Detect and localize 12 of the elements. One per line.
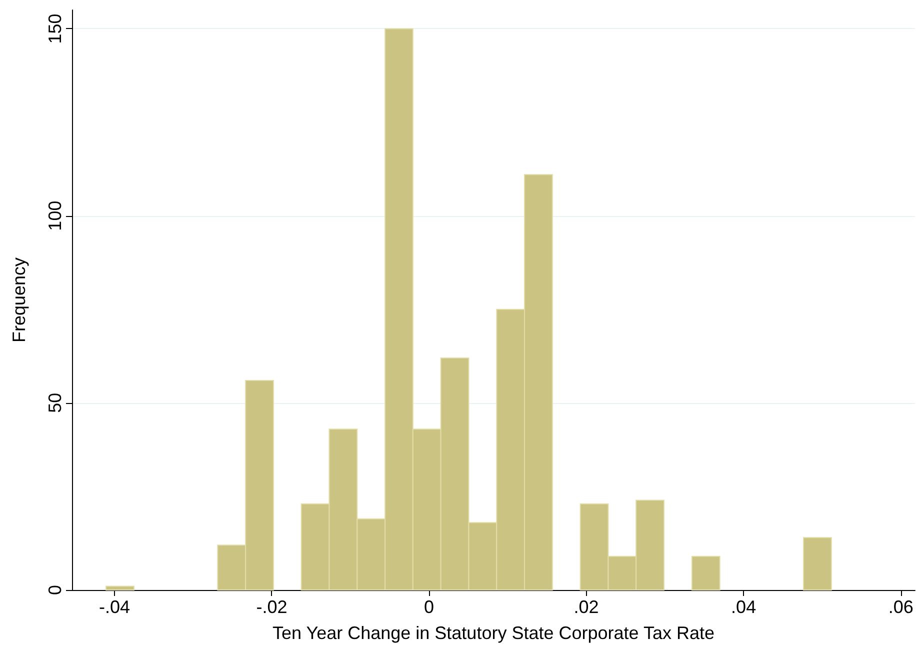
x-tick-label: .02 <box>574 597 599 617</box>
y-tick-label: 150 <box>45 14 65 44</box>
y-tick-label: 50 <box>45 392 65 413</box>
x-tick-label: .04 <box>731 597 756 617</box>
y-tick-label: 100 <box>45 200 65 231</box>
x-tick-label: .06 <box>888 597 914 617</box>
x-tick-label: 0 <box>424 597 434 617</box>
y-axis-title: Frequency <box>9 257 29 343</box>
x-tick-label: -.02 <box>256 597 288 617</box>
y-tick-label: 0 <box>45 584 65 596</box>
x-tick-label: -.04 <box>98 597 130 617</box>
x-axis-title: Ten Year Change in Statutory State Corporate Tax Rate <box>272 623 714 643</box>
